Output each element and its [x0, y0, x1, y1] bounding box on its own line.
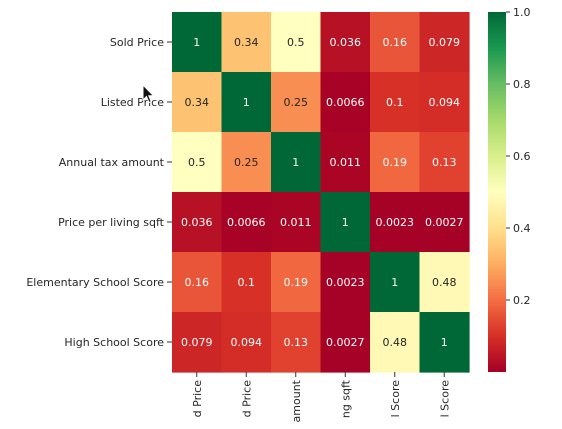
column-label: l Score — [389, 380, 402, 418]
mouse-pointer-icon — [142, 84, 155, 104]
colorbar: 0.2 0.4 0.6 0.8 1.0 — [488, 6, 531, 372]
colorbar-tick-label: 0.4 — [513, 222, 531, 235]
colorbar-tick-label: 0.6 — [513, 150, 531, 163]
heatmap-cell — [172, 132, 223, 193]
heatmap-cell — [370, 192, 421, 253]
heatmap-cell — [419, 192, 470, 253]
heatmap-cell — [221, 192, 272, 253]
heatmap-cell-label: 0.5 — [287, 36, 305, 49]
heatmap-cells: 1 0.34 0.5 0.036 0.16 0.079 0.34 1 0.25 0.0066 0.1… — [172, 12, 470, 373]
heatmap-cell-label: 0.011 — [330, 156, 362, 169]
heatmap-cell-label: 0.036 — [181, 216, 213, 229]
heatmap-cell-label: 0.16 — [383, 36, 408, 49]
heatmap-cell — [419, 312, 470, 373]
heatmap-cell-label: 0.48 — [432, 276, 457, 289]
heatmap-cell-label: 0.0066 — [227, 216, 266, 229]
heatmap-cell-label: 1 — [292, 156, 299, 169]
heatmap-cell — [419, 72, 470, 133]
heatmap-cell-label: 1 — [441, 336, 448, 349]
heatmap-cell-label: 0.0023 — [376, 216, 415, 229]
heatmap-cell — [271, 312, 322, 373]
heatmap-cell-label: 0.25 — [234, 156, 259, 169]
heatmap-cell — [320, 72, 371, 133]
row-label: Sold Price — [110, 36, 164, 49]
heatmap-cell — [271, 192, 322, 253]
heatmap-cell-label: 0.5 — [188, 156, 206, 169]
heatmap-cell-label: 0.1 — [386, 96, 404, 109]
heatmap-cell-label: 0.0066 — [326, 96, 365, 109]
colorbar-tick-label: 1.0 — [513, 6, 531, 19]
heatmap-cell-label: 0.094 — [429, 96, 461, 109]
heatmap-cell-label: 0.19 — [383, 156, 408, 169]
heatmap-cell-label: 0.011 — [280, 216, 312, 229]
heatmap-cell — [370, 72, 421, 133]
colorbar-gradient — [488, 12, 506, 372]
heatmap-cell-label: 0.48 — [383, 336, 408, 349]
heatmap-cell-label: 0.0027 — [425, 216, 464, 229]
heatmap-cell — [320, 312, 371, 373]
heatmap-cell — [320, 192, 371, 253]
heatmap-cell — [419, 12, 470, 73]
heatmap-cell — [320, 132, 371, 193]
heatmap-cell — [271, 252, 322, 313]
heatmap-cell — [172, 312, 223, 373]
heatmap-cell — [221, 312, 272, 373]
row-label: Annual tax amount — [59, 156, 165, 169]
heatmap-cell-label: 0.0023 — [326, 276, 365, 289]
heatmap-cell — [419, 132, 470, 193]
heatmap-cell — [320, 12, 371, 73]
row-label: High School Score — [64, 336, 164, 349]
heatmap-cell — [320, 252, 371, 313]
heatmap-cell-label: 0.094 — [231, 336, 263, 349]
column-labels: d Price d Price amount ng sqft l Score l Scor… — [191, 372, 451, 422]
heatmap-cell — [271, 132, 322, 193]
column-label: ng sqft — [339, 379, 352, 418]
heatmap-cell-label: 0.0027 — [326, 336, 365, 349]
heatmap-cell-label: 1 — [391, 276, 398, 289]
colorbar-tick-label: 0.8 — [513, 78, 531, 91]
heatmap-cell — [172, 12, 223, 73]
heatmap-cell — [221, 12, 272, 73]
heatmap-cell-label: 0.13 — [432, 156, 457, 169]
heatmap-cell — [172, 252, 223, 313]
row-label: Elementary School Score — [26, 276, 164, 289]
heatmap-cell — [221, 132, 272, 193]
heatmap-cell — [370, 12, 421, 73]
heatmap-cell-label: 0.25 — [284, 96, 309, 109]
row-label: Price per living sqft — [58, 216, 165, 229]
heatmap-cell — [221, 72, 272, 133]
heatmap-cell-label: 0.34 — [234, 36, 259, 49]
heatmap-cell-label: 0.13 — [284, 336, 309, 349]
heatmap-cell — [271, 72, 322, 133]
heatmap-cell — [370, 252, 421, 313]
heatmap-cell — [419, 252, 470, 313]
colorbar-tick-label: 0.2 — [513, 294, 531, 307]
heatmap-cell — [370, 132, 421, 193]
heatmap-cell-label: 0.1 — [238, 276, 256, 289]
heatmap-cell-label: 1 — [193, 36, 200, 49]
column-label: d Price — [240, 380, 253, 418]
heatmap-cell — [172, 72, 223, 133]
heatmap-cell-label: 1 — [243, 96, 250, 109]
column-label: d Price — [191, 380, 204, 418]
heatmap-cell — [271, 12, 322, 73]
heatmap-cell — [370, 312, 421, 373]
heatmap-cell-label: 0.16 — [185, 276, 210, 289]
heatmap-cell-label: 0.34 — [185, 96, 210, 109]
column-label: amount — [290, 379, 303, 422]
heatmap-cell-label: 0.079 — [181, 336, 213, 349]
heatmap-cell-label: 0.036 — [330, 36, 362, 49]
heatmap-cell — [221, 252, 272, 313]
column-label: l Score — [438, 380, 451, 418]
heatmap-cell — [172, 192, 223, 253]
heatmap-cell-label: 0.19 — [284, 276, 309, 289]
heatmap-cell-label: 0.079 — [429, 36, 461, 49]
heatmap-cell-label: 1 — [342, 216, 349, 229]
